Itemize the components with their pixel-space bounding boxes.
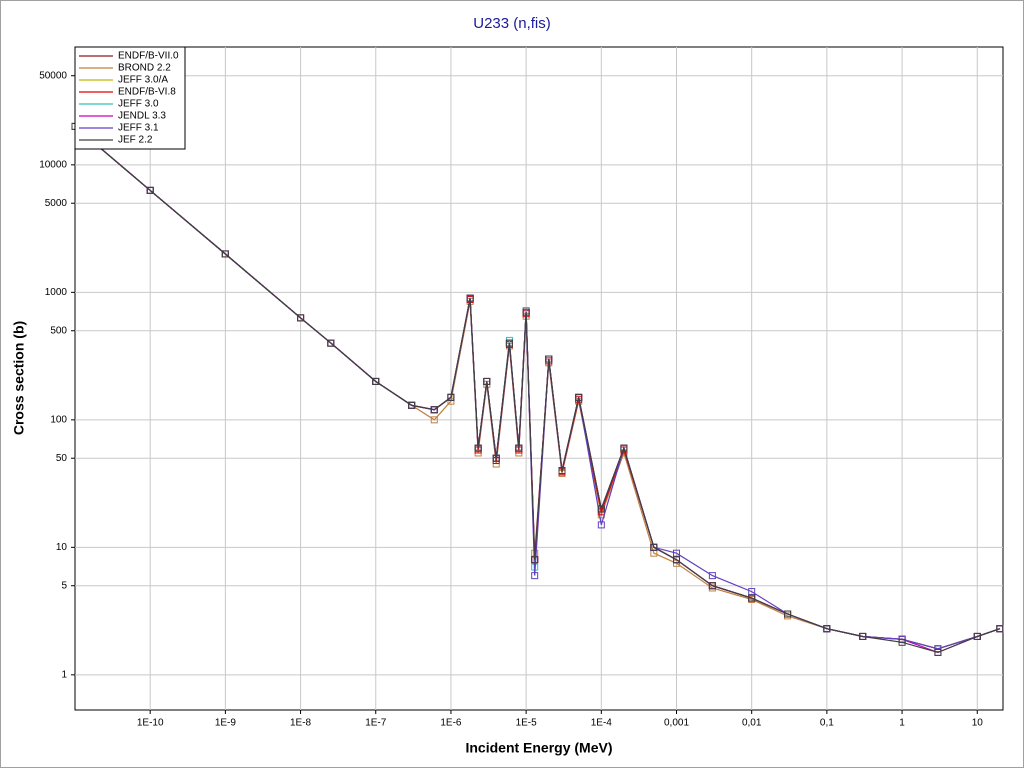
legend-label: BROND 2.2 [118, 63, 171, 74]
data-point [531, 572, 539, 580]
legend-label: JEF 2.2 [118, 135, 153, 146]
data-point [748, 588, 756, 596]
y-tick-label: 5 [61, 580, 67, 591]
data-point [505, 339, 513, 347]
data-point [620, 444, 628, 452]
x-tick-label: 0,001 [664, 718, 689, 729]
data-point [221, 250, 229, 258]
data-point [823, 625, 831, 633]
y-tick-label: 50000 [39, 70, 67, 81]
x-tick-label: 1 [899, 718, 905, 729]
data-point [466, 294, 474, 302]
data-point [673, 549, 681, 557]
data-point [146, 186, 154, 194]
x-tick-label: 1E-7 [365, 718, 387, 729]
y-tick-label: 1000 [45, 287, 68, 298]
data-point [522, 308, 530, 316]
data-point [430, 406, 438, 414]
x-tick-label: 1E-10 [137, 718, 164, 729]
marks [71, 122, 1004, 656]
legend-label: JEFF 3.0/A [118, 75, 168, 86]
x-tick-label: 10 [972, 718, 984, 729]
legend-label: ENDF/B-VII.0 [118, 51, 179, 62]
data-point [859, 632, 867, 640]
y-tick-label: 500 [50, 325, 67, 336]
series-line [75, 126, 1001, 654]
data-point [327, 339, 335, 347]
data-point [483, 377, 491, 385]
y-tick-label: 1 [61, 669, 67, 680]
data-point [492, 454, 500, 462]
data-point [408, 401, 416, 409]
plot-area [74, 46, 1004, 711]
data-point [447, 397, 455, 405]
x-tick-label: 1E-8 [290, 718, 312, 729]
grid: 1E-10 1E-9 1E-8 1E-7 1E-6 1E-5 1E-4 0,001 0,01 0,… [39, 47, 1003, 729]
data-point [898, 638, 906, 646]
data-point [784, 610, 792, 618]
data-point [996, 625, 1004, 633]
data-point [597, 521, 605, 529]
x-tick-label: 0,01 [742, 718, 762, 729]
data-point [708, 572, 716, 580]
legend-label: JEFF 3.1 [118, 123, 159, 134]
legend-box [74, 46, 186, 150]
data-point [973, 632, 981, 640]
data-point [597, 505, 605, 513]
legend-label: JEFF 3.0 [118, 99, 159, 110]
data-point [515, 444, 523, 452]
x-tick-label: 1E-6 [440, 718, 462, 729]
data-point [545, 355, 553, 363]
y-tick-label: 10 [56, 542, 68, 553]
data-point [474, 444, 482, 452]
chart-title: U233 (n,fis) [473, 15, 551, 32]
y-tick-label: 5000 [45, 198, 68, 209]
data-point [447, 393, 455, 401]
x-axis-label: Incident Energy (MeV) [465, 740, 612, 756]
data-point [531, 556, 539, 564]
data-point [673, 556, 681, 564]
data-point [558, 467, 566, 475]
data-point [748, 594, 756, 602]
y-tick-label: 100 [50, 414, 67, 425]
y-axis-label: Cross section (b) [11, 321, 27, 435]
data-point [575, 393, 583, 401]
data-point [297, 314, 305, 322]
data-point [430, 416, 438, 424]
legend-label: JENDL 3.3 [118, 111, 166, 122]
x-tick-label: 1E-4 [591, 718, 613, 729]
x-tick-label: 1E-9 [215, 718, 237, 729]
data-point [650, 543, 658, 551]
legend-label: ENDF/B-VI.8 [118, 87, 176, 98]
y-tick-label: 10000 [39, 159, 67, 170]
data-point [372, 377, 380, 385]
x-tick-label: 1E-5 [516, 718, 538, 729]
data-point [934, 648, 942, 656]
data-point [708, 582, 716, 590]
y-tick-label: 50 [56, 453, 68, 464]
x-tick-label: 0,1 [820, 718, 834, 729]
